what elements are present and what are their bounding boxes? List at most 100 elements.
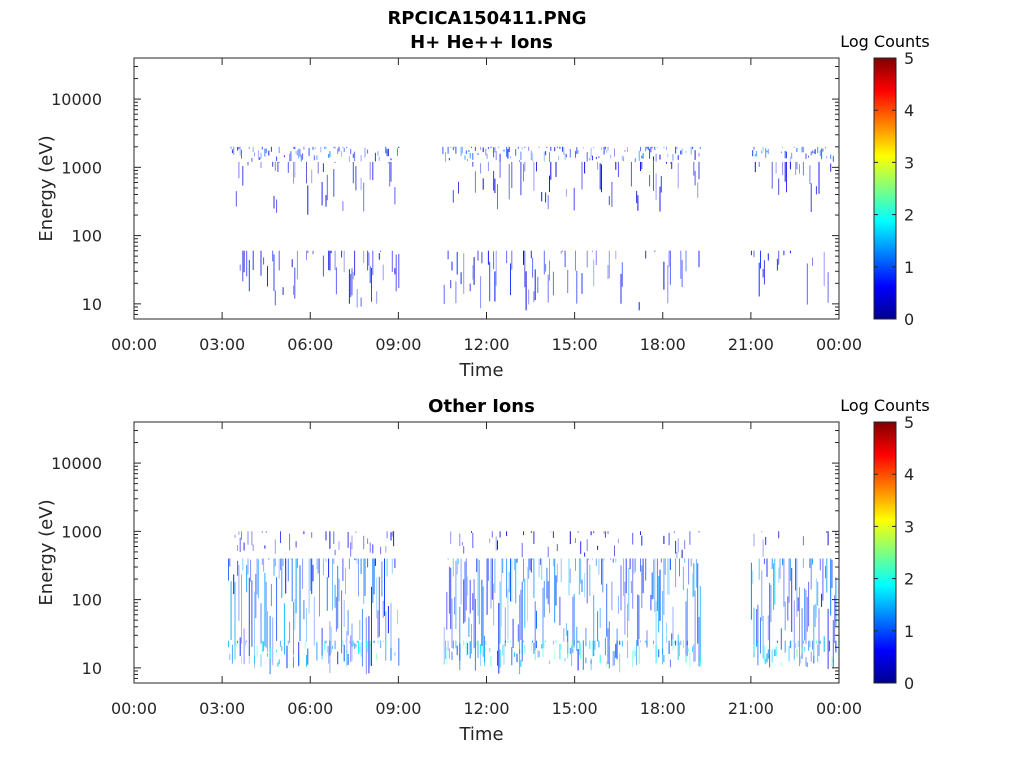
data-streak	[791, 640, 793, 649]
data-streak	[334, 161, 336, 163]
data-streak	[814, 604, 816, 628]
data-streak	[251, 158, 253, 162]
data-streak	[815, 186, 817, 195]
data-streak	[473, 579, 475, 649]
data-streak	[468, 617, 470, 637]
data-streak	[452, 146, 454, 150]
data-streak	[276, 577, 278, 641]
x-tick-label: 15:00	[552, 335, 598, 354]
data-streak	[321, 627, 323, 656]
data-streak	[355, 531, 357, 534]
data-streak	[244, 640, 246, 646]
data-streak	[633, 558, 635, 574]
data-streak	[556, 146, 558, 148]
panel-title: H+ He++ Ions	[410, 32, 553, 53]
data-streak	[329, 531, 331, 549]
data-streak	[671, 161, 673, 169]
data-streak	[599, 654, 601, 664]
data-streak	[499, 161, 501, 178]
data-streak	[536, 610, 537, 629]
data-streak	[563, 146, 565, 155]
data-streak	[510, 640, 511, 642]
data-streak	[503, 149, 505, 152]
data-streak	[750, 562, 752, 620]
data-streak	[673, 640, 675, 644]
data-streak	[485, 148, 487, 156]
data-streak	[372, 558, 374, 603]
data-streak	[520, 161, 522, 196]
data-streak	[780, 662, 782, 667]
data-streak	[603, 146, 605, 155]
data-streak	[681, 549, 683, 558]
data-streak	[832, 155, 834, 162]
data-streak	[591, 558, 593, 560]
data-streak	[542, 587, 544, 648]
data-streak	[451, 261, 453, 271]
data-streak	[630, 581, 632, 594]
data-streak	[573, 640, 575, 648]
data-streak	[659, 186, 661, 212]
data-streak	[261, 531, 263, 533]
data-streak	[454, 146, 456, 148]
data-streak	[487, 250, 489, 265]
data-streak	[830, 558, 832, 616]
data-streak	[326, 174, 328, 201]
data-streak	[627, 603, 628, 638]
data-streak	[298, 148, 300, 159]
data-streak	[679, 558, 680, 577]
data-streak	[655, 173, 657, 201]
data-streak	[382, 640, 384, 643]
data-streak	[750, 250, 752, 256]
data-streak	[617, 595, 619, 614]
data-streak	[830, 154, 832, 160]
data-streak	[559, 644, 561, 660]
data-streak	[793, 655, 795, 661]
data-streak	[358, 558, 359, 597]
data-streak	[611, 581, 613, 611]
data-streak	[812, 150, 813, 154]
data-streak	[286, 645, 288, 669]
data-streak	[472, 153, 474, 160]
data-streak	[521, 542, 523, 558]
data-streak	[753, 533, 755, 547]
data-streak	[248, 146, 250, 149]
data-streak	[827, 272, 829, 303]
data-streak	[799, 164, 800, 174]
data-streak	[328, 558, 330, 578]
data-streak	[581, 579, 583, 592]
data-streak	[456, 558, 458, 575]
data-streak	[356, 558, 358, 565]
data-streak	[697, 563, 699, 644]
data-streak	[694, 640, 696, 642]
data-streak	[374, 558, 376, 566]
data-streak	[554, 649, 556, 660]
data-streak	[465, 640, 467, 657]
colorbar-tick-label: 3	[904, 153, 914, 172]
data-streak	[452, 190, 454, 203]
data-streak	[342, 146, 344, 148]
data-streak	[633, 647, 635, 659]
data-streak	[278, 558, 280, 579]
data-streak	[577, 640, 579, 643]
data-streak	[662, 648, 664, 655]
data-streak	[530, 531, 532, 533]
data-streak	[621, 155, 623, 161]
x-axis: 00:00 03:00 06:00 09:00 12:00 15:00 18:00 21:00…	[111, 422, 862, 718]
data-streak	[604, 637, 606, 656]
data-streak	[363, 535, 365, 550]
data-streak	[348, 156, 350, 162]
data-streak	[360, 177, 362, 190]
data-streak	[575, 558, 576, 571]
data-streak	[378, 156, 380, 161]
colorbar-tick-label: 2	[904, 206, 914, 225]
data-streak	[685, 655, 687, 663]
data-streak	[321, 646, 323, 660]
data-streak	[274, 290, 276, 306]
data-streak	[263, 641, 265, 652]
data-streak	[291, 558, 293, 602]
data-streak	[494, 178, 496, 193]
data-streak	[330, 626, 332, 654]
data-streak	[251, 580, 253, 647]
data-streak	[780, 628, 782, 650]
data-streak	[793, 146, 795, 148]
